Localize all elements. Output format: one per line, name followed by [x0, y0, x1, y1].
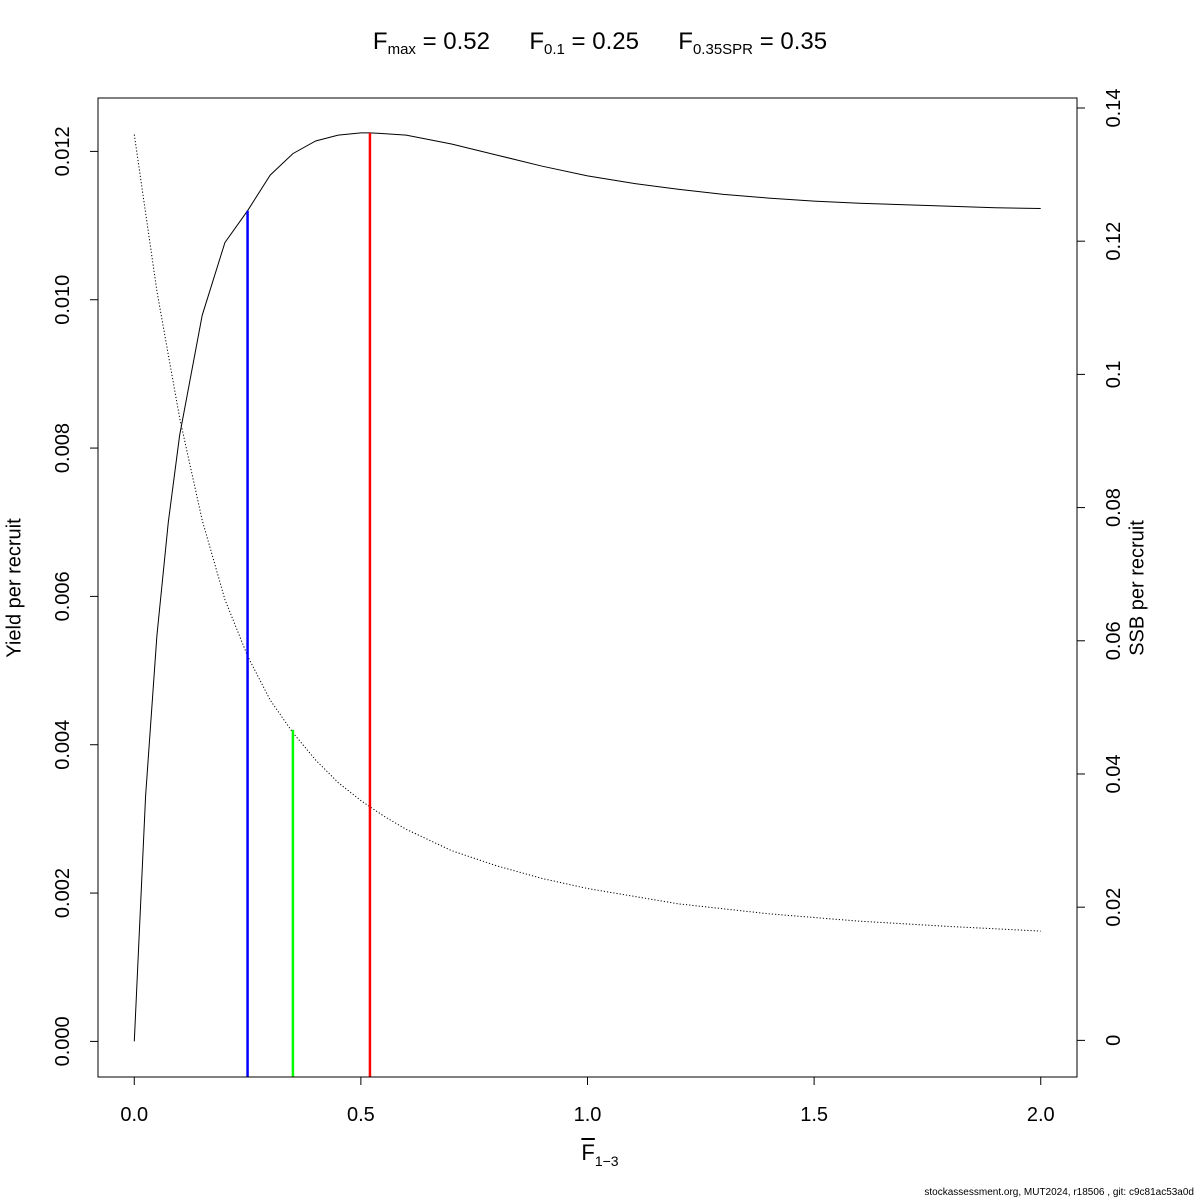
- chart-lines: [133, 132, 1041, 1077]
- y-right-tick-label: 0.04: [1103, 755, 1125, 794]
- fmax-value: = 0.52: [422, 28, 490, 55]
- y-left-tick-label: 0.006: [52, 571, 74, 621]
- fmax-label: Fmax: [372, 28, 416, 58]
- y-axis-right-label: SSB per recruit: [1126, 520, 1149, 656]
- f01-value: = 0.25: [571, 28, 639, 55]
- y-left-tick-label: 0.002: [52, 868, 74, 918]
- plot-frame: [97, 97, 1078, 1078]
- x-tick-label: 0.0: [120, 1104, 148, 1126]
- y-right-tick-label: 0.06: [1103, 621, 1125, 660]
- y-right-tick-label: 0.02: [1103, 888, 1125, 927]
- x-tick-label: 2.0: [1027, 1104, 1055, 1126]
- f01-label: F0.1: [529, 28, 565, 58]
- ssb-per-recruit-line: [133, 134, 1041, 932]
- fspr-label: F0.35SPR: [678, 28, 754, 58]
- y-left-tick-label: 0.010: [52, 275, 74, 325]
- y-left-tick-label: 0.000: [52, 1016, 74, 1066]
- x-axis-label: F1−3: [581, 1140, 619, 1169]
- y-right-tick-label: 0.14: [1103, 89, 1125, 128]
- y-axis-left-label: Yield per recruit: [3, 518, 26, 658]
- chart-title: Fmax = 0.52 F0.1 = 0.25 F0.35SPR = 0.35: [0, 28, 1200, 58]
- y-right-tick-label: 0.12: [1103, 222, 1125, 261]
- y-right-tick-label: 0.1: [1103, 360, 1125, 388]
- fspr-value: = 0.35: [759, 28, 828, 55]
- x-tick-label: 0.5: [347, 1104, 375, 1126]
- y-right-tick-label: 0.08: [1103, 488, 1125, 527]
- y-left-tick-label: 0.004: [52, 720, 74, 770]
- yield-per-recruit-line: [133, 132, 1041, 1042]
- chart-axes: 0.0 0.5 1.0 1.5 2.0 0.000 0.002 0.004 0.006 0.008…: [52, 89, 1125, 1126]
- y-left-tick-label: 0.008: [52, 423, 74, 473]
- y-left-tick-label: 0.012: [52, 126, 74, 176]
- x-tick-label: 1.0: [574, 1104, 602, 1126]
- x-tick-label: 1.5: [800, 1104, 828, 1126]
- footer-text: stockassessment.org, MUT2024, r18506 , g…: [924, 1187, 1194, 1198]
- y-right-tick-label: 0: [1103, 1035, 1125, 1046]
